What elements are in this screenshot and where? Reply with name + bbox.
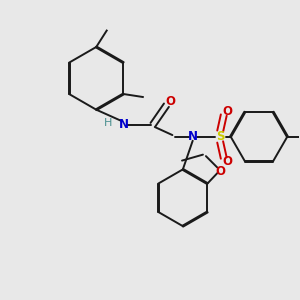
Text: O: O xyxy=(222,155,232,168)
Text: S: S xyxy=(216,130,224,143)
Text: O: O xyxy=(165,95,175,108)
Text: H: H xyxy=(104,118,112,128)
Text: N: N xyxy=(119,118,129,131)
Text: O: O xyxy=(222,105,232,118)
Text: N: N xyxy=(188,130,198,143)
Text: O: O xyxy=(216,165,226,178)
